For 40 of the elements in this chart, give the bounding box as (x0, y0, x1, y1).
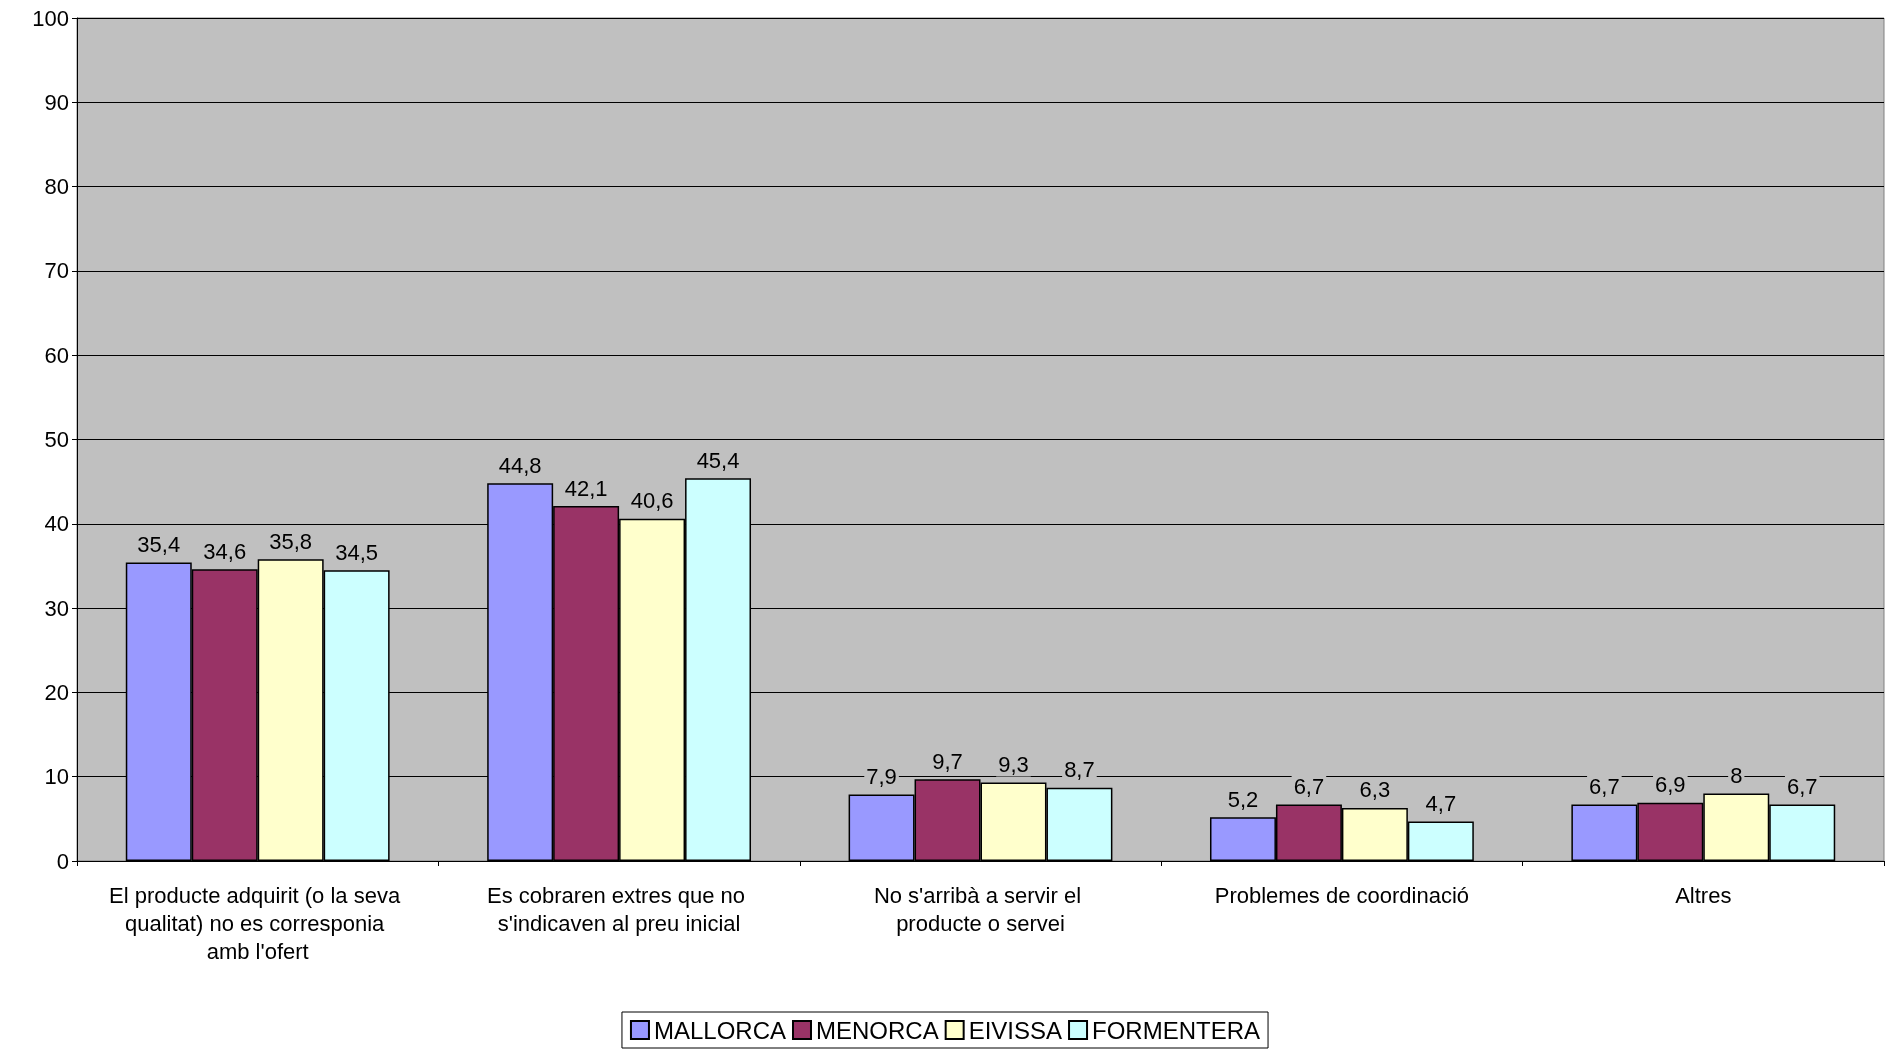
data-label: 9,3 (998, 752, 1029, 778)
x-tick-label: Es cobraren extres que no s'indicaven al preu inicial (487, 882, 752, 936)
y-tick-label: 60 (44, 342, 69, 368)
data-label: 40,6 (630, 488, 674, 514)
data-label: 8 (1730, 763, 1743, 789)
data-label: 44,8 (498, 452, 542, 478)
y-tick-label: 20 (44, 679, 69, 705)
data-label: 6,9 (1655, 772, 1686, 798)
data-label: 9,7 (932, 748, 963, 774)
data-label: 45,4 (696, 447, 740, 473)
y-tick-label: 30 (44, 595, 69, 621)
y-tick-label: 80 (44, 174, 69, 200)
y-tick-label: 70 (44, 258, 69, 284)
x-tick-label: No s'arribà a servir el producte o servei (873, 882, 1088, 936)
legend-label: MALLORCA (653, 1016, 787, 1044)
legend-label: MENORCA (815, 1016, 939, 1044)
data-label: 35,4 (137, 532, 181, 558)
y-tick-label: 0 (56, 848, 69, 874)
data-label: 6,7 (1293, 774, 1325, 800)
x-tick-label: Altres (1675, 882, 1732, 908)
data-label: 42,1 (564, 475, 608, 501)
y-tick-label: 50 (44, 427, 69, 452)
x-tick-label: El producte adquirit (o la seva qualitat) no es corresponia amb l'ofert (109, 882, 407, 964)
legend-label: FORMENTERA (1092, 1016, 1261, 1044)
data-label: 35,8 (269, 528, 313, 554)
y-tick-label: 10 (44, 764, 69, 790)
legend-label: EIVISSA (968, 1016, 1063, 1044)
x-tick-label: Problemes de coordinació (1214, 882, 1470, 908)
data-label: 6,7 (1786, 774, 1818, 800)
data-label: 6,3 (1359, 777, 1391, 803)
data-label: 34,6 (203, 538, 247, 564)
y-tick-label: 90 (44, 89, 69, 115)
data-label: 6,7 (1589, 774, 1620, 800)
data-label: 7,9 (866, 763, 897, 789)
data-label: 5,2 (1227, 786, 1259, 812)
data-label: 34,5 (335, 539, 379, 565)
y-tick-label: 100 (32, 5, 69, 31)
data-label: 4,7 (1425, 790, 1457, 816)
y-tick-label: 40 (44, 511, 69, 537)
data-label: 8,7 (1064, 757, 1095, 783)
